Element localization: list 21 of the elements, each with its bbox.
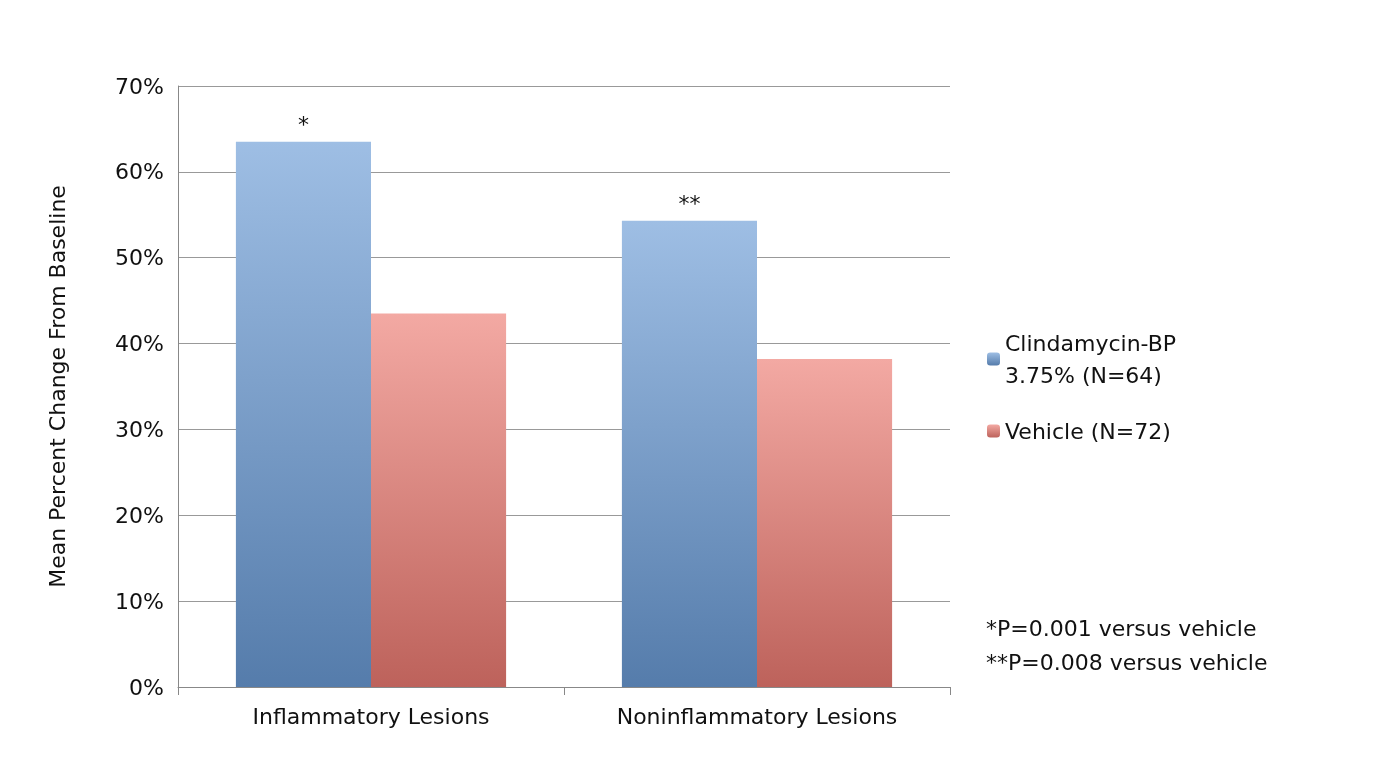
y-tick-label: 70%	[115, 73, 164, 99]
x-tick-label: Noninflammatory Lesions	[616, 703, 898, 729]
y-tick-label: 50%	[115, 245, 164, 271]
bar	[235, 141, 371, 687]
text: **P=0.008 versus vehicle	[986, 649, 1268, 675]
x-tick-label: Inflammatory Lesions	[252, 703, 490, 729]
bar	[621, 220, 757, 687]
legend-label: Clindamycin-BP 3.75% (N=64)	[1005, 330, 1184, 388]
legend-label: Vehicle (N=72)	[1005, 418, 1171, 444]
text: *P=0.001 versus vehicle	[986, 615, 1257, 641]
y-axis-title: Mean Percent Change From Baseline	[44, 185, 70, 588]
y-tick-label: 20%	[115, 502, 164, 528]
y-tick-label: 0%	[129, 674, 164, 700]
annotation: *	[297, 112, 309, 138]
y-tick-label: 60%	[115, 159, 164, 185]
bar	[371, 313, 507, 687]
y-tick-label: 10%	[115, 588, 164, 614]
annotation: **	[678, 191, 701, 217]
y-tick-label: 40%	[115, 331, 164, 357]
bar	[757, 359, 893, 687]
y-tick-label: 30%	[115, 416, 164, 442]
